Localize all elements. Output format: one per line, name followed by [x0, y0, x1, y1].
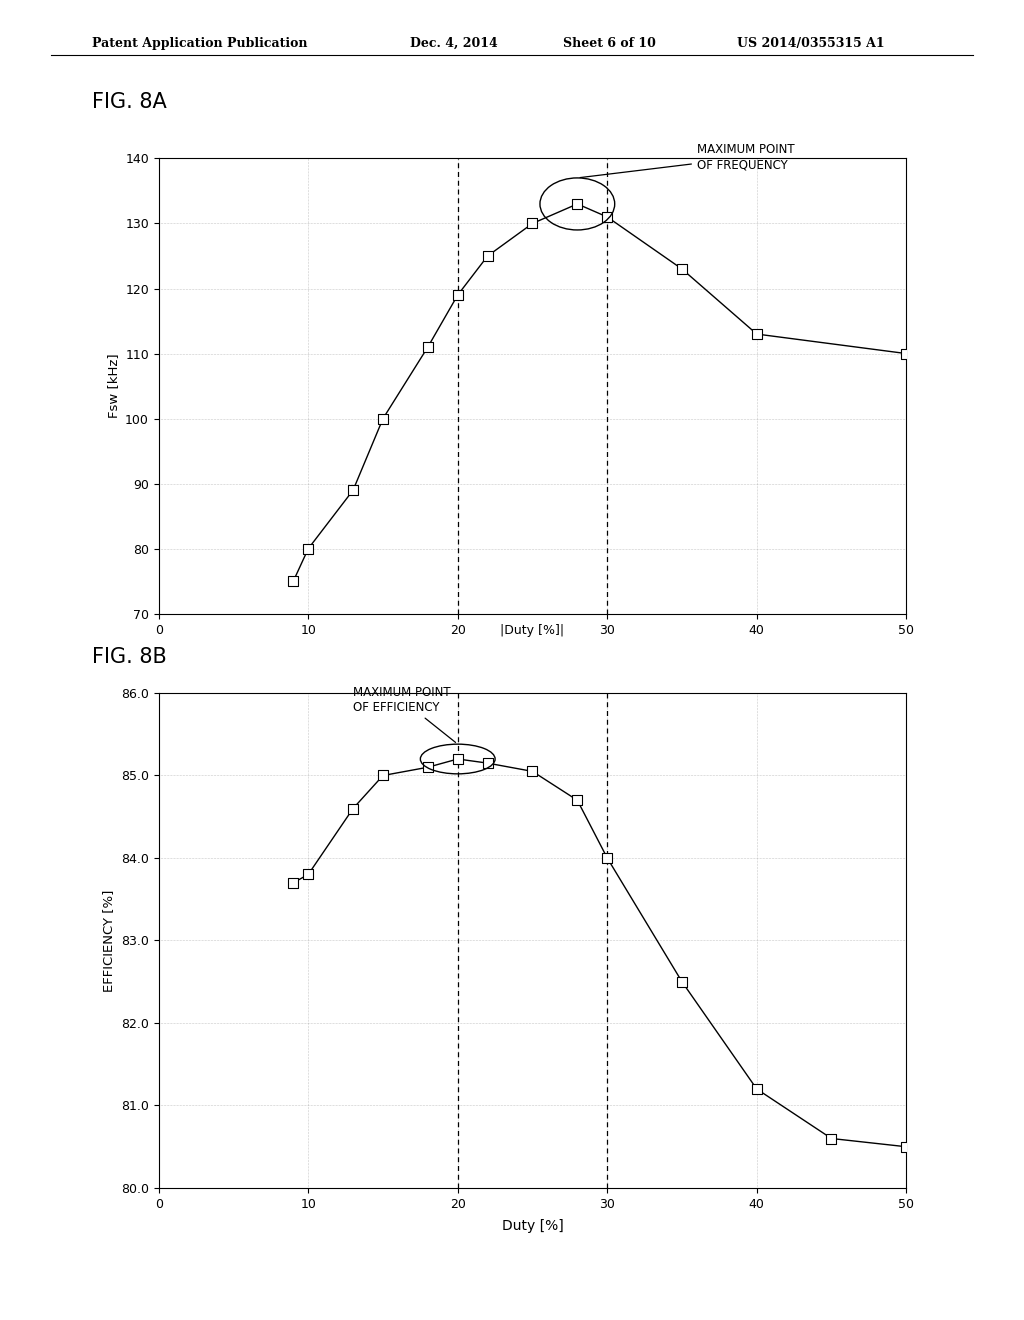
Point: [375, 408, 391, 429]
Point: [898, 343, 914, 364]
Point: [823, 1127, 840, 1148]
Text: Sheet 6 of 10: Sheet 6 of 10: [563, 37, 656, 50]
Point: [450, 285, 466, 306]
Point: [674, 972, 690, 993]
Point: [674, 259, 690, 280]
Point: [479, 752, 496, 774]
Point: [599, 206, 615, 227]
Point: [749, 1078, 765, 1100]
Point: [285, 570, 301, 591]
Text: FIG. 8B: FIG. 8B: [92, 647, 167, 667]
Point: [300, 539, 316, 560]
Point: [420, 756, 436, 777]
Text: US 2014/0355315 A1: US 2014/0355315 A1: [737, 37, 885, 50]
Point: [898, 1137, 914, 1158]
Text: |Duty [%]|: |Duty [%]|: [501, 624, 564, 638]
Point: [569, 194, 586, 215]
Point: [375, 764, 391, 785]
Y-axis label: Fsw [kHz]: Fsw [kHz]: [106, 354, 120, 418]
Point: [450, 748, 466, 770]
Point: [345, 797, 361, 818]
Point: [479, 246, 496, 267]
Text: MAXIMUM POINT
OF EFFICIENCY: MAXIMUM POINT OF EFFICIENCY: [353, 685, 456, 742]
Point: [420, 337, 436, 358]
Point: [345, 479, 361, 500]
Point: [599, 847, 615, 869]
Text: MAXIMUM POINT
OF FREQUENCY: MAXIMUM POINT OF FREQUENCY: [580, 144, 795, 178]
Y-axis label: EFFICIENCY [%]: EFFICIENCY [%]: [102, 890, 116, 991]
Point: [749, 323, 765, 345]
Text: Dec. 4, 2014: Dec. 4, 2014: [410, 37, 498, 50]
Point: [300, 863, 316, 884]
Point: [524, 213, 541, 234]
Text: Patent Application Publication: Patent Application Publication: [92, 37, 307, 50]
Text: FIG. 8A: FIG. 8A: [92, 92, 167, 112]
Point: [524, 760, 541, 781]
X-axis label: Duty [%]: Duty [%]: [502, 1220, 563, 1233]
Point: [285, 873, 301, 894]
Point: [569, 789, 586, 810]
